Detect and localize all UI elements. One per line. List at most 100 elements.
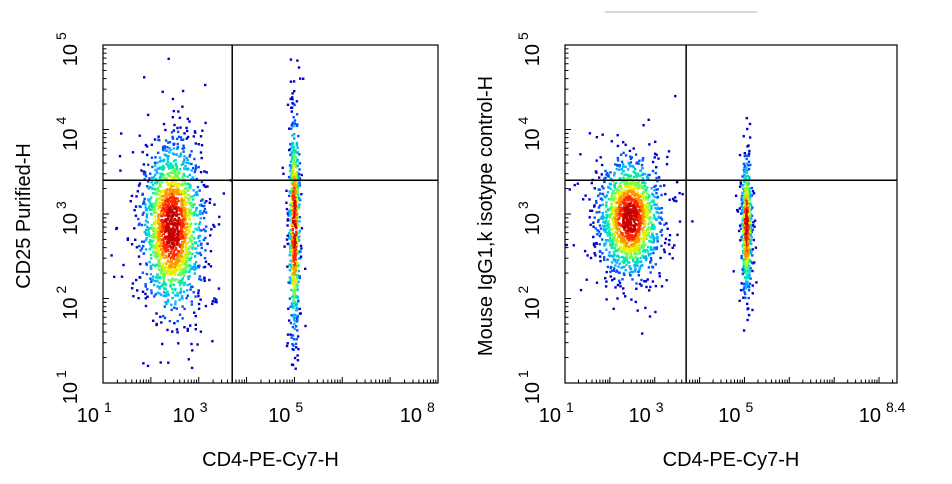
event-dot bbox=[672, 199, 676, 202]
event-dot bbox=[197, 226, 200, 229]
event-dot bbox=[176, 170, 180, 173]
event-dot bbox=[143, 197, 146, 201]
event-dot bbox=[291, 168, 295, 172]
event-dot bbox=[188, 173, 191, 177]
event-dot bbox=[602, 256, 606, 259]
event-dot bbox=[144, 143, 148, 147]
event-dot bbox=[181, 272, 184, 275]
event-dot bbox=[203, 265, 207, 269]
event-dot bbox=[297, 206, 301, 209]
event-dot bbox=[747, 164, 750, 167]
event-dot bbox=[157, 260, 161, 263]
event-dot bbox=[671, 197, 675, 201]
event-dot bbox=[179, 220, 183, 224]
event-dot bbox=[171, 137, 175, 140]
event-dot bbox=[140, 169, 143, 172]
event-dot bbox=[141, 290, 145, 293]
event-dot bbox=[143, 76, 146, 79]
event-dot bbox=[170, 166, 173, 170]
event-dot bbox=[615, 231, 619, 235]
event-dot bbox=[183, 241, 186, 244]
event-dot bbox=[156, 161, 159, 164]
event-dot bbox=[598, 204, 602, 207]
event-dot bbox=[294, 240, 297, 243]
event-dot bbox=[162, 227, 165, 230]
event-dot bbox=[159, 223, 162, 227]
event-dot bbox=[179, 199, 183, 202]
event-dot bbox=[652, 248, 656, 251]
event-dot bbox=[296, 319, 299, 322]
event-dot bbox=[610, 202, 613, 206]
event-dot bbox=[176, 175, 179, 179]
x-tick-label: 10 5 bbox=[718, 399, 753, 427]
event-dot bbox=[166, 328, 169, 332]
event-dot bbox=[746, 169, 749, 172]
event-dot bbox=[197, 264, 200, 268]
event-dot bbox=[175, 207, 178, 211]
event-dot bbox=[639, 247, 642, 250]
event-dot bbox=[175, 202, 178, 206]
event-dot bbox=[185, 137, 188, 140]
event-dot bbox=[741, 194, 744, 197]
x-tick-exponent: 3 bbox=[656, 399, 664, 415]
event-dot bbox=[174, 223, 177, 227]
event-dot bbox=[167, 194, 171, 197]
event-dot bbox=[144, 285, 147, 288]
event-dot bbox=[179, 154, 183, 157]
event-dot bbox=[651, 169, 655, 173]
event-dot bbox=[195, 190, 199, 194]
event-dot bbox=[596, 233, 599, 236]
event-dot bbox=[196, 185, 200, 189]
event-dot bbox=[622, 165, 625, 168]
event-dot bbox=[176, 268, 179, 271]
event-dot bbox=[644, 223, 647, 226]
event-dot bbox=[295, 184, 298, 187]
event-dot bbox=[304, 267, 307, 270]
event-dot bbox=[192, 291, 195, 294]
event-dot bbox=[171, 296, 174, 300]
event-dot bbox=[668, 252, 671, 256]
event-dot bbox=[189, 208, 192, 211]
event-dot bbox=[745, 199, 748, 203]
event-dot bbox=[154, 177, 158, 181]
event-dot bbox=[290, 155, 294, 158]
event-dot bbox=[191, 247, 194, 250]
event-dot bbox=[293, 122, 296, 125]
event-dot bbox=[166, 159, 169, 162]
event-dot bbox=[138, 244, 141, 248]
event-dot bbox=[120, 275, 124, 278]
event-dot bbox=[291, 198, 295, 201]
event-dot bbox=[149, 186, 152, 189]
event-dot bbox=[122, 263, 125, 267]
event-dot bbox=[142, 173, 146, 176]
event-dot bbox=[632, 259, 635, 263]
event-dot bbox=[749, 219, 752, 222]
event-dot bbox=[297, 172, 301, 176]
event-dot bbox=[296, 223, 299, 226]
event-dot bbox=[291, 102, 294, 105]
event-dot bbox=[747, 289, 751, 292]
event-dot bbox=[161, 207, 164, 210]
event-dot bbox=[294, 263, 297, 266]
event-dot bbox=[203, 279, 206, 282]
event-dot bbox=[175, 137, 179, 141]
event-dot bbox=[136, 289, 139, 292]
event-dot bbox=[746, 267, 749, 271]
event-dot bbox=[167, 161, 170, 164]
event-dot bbox=[171, 291, 175, 294]
event-dot bbox=[291, 228, 295, 231]
event-dot bbox=[175, 328, 179, 331]
event-dot bbox=[168, 140, 172, 144]
event-dot bbox=[649, 257, 653, 260]
event-dot bbox=[604, 204, 608, 207]
event-dot bbox=[170, 287, 174, 291]
event-dot bbox=[211, 302, 214, 306]
event-dot bbox=[746, 174, 750, 178]
event-dot bbox=[157, 151, 160, 154]
event-dot bbox=[745, 261, 748, 264]
event-dot bbox=[158, 292, 161, 295]
event-dot bbox=[640, 218, 644, 221]
event-dot bbox=[183, 200, 186, 204]
plot-frame bbox=[102, 44, 439, 384]
event-dot bbox=[171, 176, 174, 179]
